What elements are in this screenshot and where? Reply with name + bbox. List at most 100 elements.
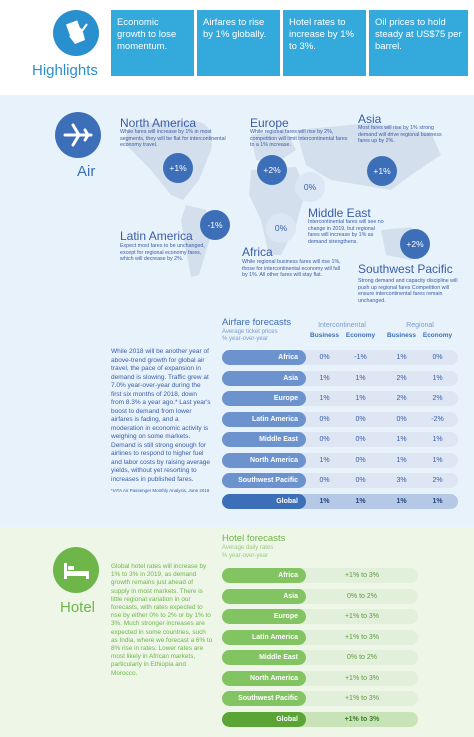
airfare-table-row: Latin America 0% 0% 0% -2%	[222, 411, 458, 427]
airfare-row-values-bg	[300, 452, 458, 468]
region-africa-bubble: 0%	[266, 213, 296, 243]
bed-icon	[64, 563, 89, 579]
airfare-table-row: Global 1% 1% 1% 1%	[222, 493, 458, 509]
hotel-table-row: Southwest Pacific +1% to 3%	[222, 691, 418, 706]
airfare-cell-rb: 1%	[396, 436, 407, 443]
airfare-cell-rb: 2%	[396, 374, 407, 382]
hotel-row-region: Asia	[222, 588, 306, 604]
air-section: Air North America While fares will incre…	[0, 95, 474, 527]
airfare-row-values-bg	[300, 493, 458, 509]
hotel-table-row: Latin America +1% to 3%	[222, 629, 418, 645]
highlight-box-oil: Oil prices to hold steady at US$75 per b…	[369, 10, 468, 76]
airfare-row-region: Latin America	[222, 411, 306, 427]
region-middle-east-bubble: 0%	[295, 172, 325, 202]
airfare-cell-re: 2%	[432, 395, 443, 402]
region-southwest-pacific-desc: Strong demand and capacity discipline wi…	[358, 278, 458, 304]
hotel-row-region: Southwest Pacific	[222, 691, 306, 706]
airfare-row-region: Europe	[222, 391, 306, 406]
airfare-group-regional: Regional	[406, 322, 434, 329]
hotel-row-region: Africa	[222, 568, 306, 583]
airfare-cell-rb: 1%	[396, 354, 407, 361]
airfare-row-values-bg	[300, 391, 458, 406]
airfare-cell-ib: 1%	[319, 456, 330, 464]
region-europe-desc: While regional fares will rise by 2%, co…	[250, 129, 348, 149]
airfare-table-row: North America 1% 0% 1% 1%	[222, 452, 458, 468]
region-africa-name: Africa	[242, 245, 273, 259]
hotel-body-text: Global hotel rates will increase by 1% t…	[111, 563, 213, 677]
region-asia-name: Asia	[358, 112, 382, 126]
airfare-cell-ib: 0%	[319, 436, 330, 443]
airfare-row-region: Southwest Pacific	[222, 473, 306, 488]
region-north-america-desc: While fares will increase by 1% in most …	[120, 129, 226, 149]
hotel-table-row: Global +1% to 3%	[222, 711, 418, 727]
highlight-box-hotel: Hotel rates to increase by 1% to 3%.	[283, 10, 366, 76]
hotel-cell-value: +1% to 3%	[344, 613, 380, 620]
airfare-row-values-bg	[300, 473, 458, 488]
region-latin-america-bubble: -1%	[200, 210, 230, 240]
hotel-row-region: Europe	[222, 609, 306, 624]
hotel-row-value-bg	[300, 588, 418, 604]
air-title: Air	[77, 163, 96, 180]
highlight-box-airfares: Airfares to rise by 1% globally.	[197, 10, 280, 76]
hotel-table-row: Middle East 0% to 2%	[222, 650, 418, 665]
airfare-col-ie: Economy	[345, 332, 376, 339]
region-asia-desc: Most fares will rise by 1% strong demand…	[358, 125, 442, 145]
airfare-cell-ie: 0%	[355, 436, 366, 443]
airfare-cell-ib: 1%	[319, 374, 330, 382]
hotel-row-region: North America	[222, 670, 306, 686]
hotel-row-region: Latin America	[222, 629, 306, 645]
airfare-table-row: Africa 0% -1% 1% 0%	[222, 350, 458, 365]
airfare-table-subtitle-1: Average ticket prices	[222, 329, 278, 335]
hotel-row-value-bg	[300, 629, 418, 645]
hotel-row-value-bg	[300, 691, 418, 706]
region-latin-america-desc: Expect most fares to be unchanged, excep…	[120, 243, 205, 263]
region-middle-east-name: Middle East	[308, 206, 371, 220]
airfare-cell-ie: -1%	[354, 354, 367, 361]
airfare-cell-re: 1%	[432, 374, 443, 382]
airfare-cell-re: 0%	[432, 354, 443, 361]
highlights-icon-circle	[53, 10, 99, 56]
airfare-cell-ib: 1%	[319, 395, 330, 402]
hotel-cell-value: +1% to 3%	[344, 572, 380, 579]
airfare-row-values-bg	[300, 370, 458, 386]
airfare-cell-ie: 1%	[355, 374, 366, 382]
region-europe-name: Europe	[250, 116, 289, 130]
airfare-row-region: North America	[222, 452, 306, 468]
airfare-row-values-bg	[300, 411, 458, 427]
region-southwest-pacific-bubble: +2%	[400, 229, 430, 259]
hotel-table-subtitle-2: % year-over-year	[222, 553, 269, 559]
region-asia-bubble: +1%	[367, 156, 397, 186]
airfare-cell-ie: 0%	[355, 477, 366, 484]
airfare-col-re: Economy	[422, 332, 453, 339]
airfare-cell-re: 1%	[432, 497, 443, 505]
airfare-cell-ib: 1%	[319, 497, 330, 505]
airfare-cell-rb: 1%	[396, 497, 407, 505]
hotel-row-value-bg	[300, 711, 418, 727]
airfare-cell-ie: 0%	[355, 456, 366, 464]
airfare-cell-re: 2%	[432, 477, 443, 484]
highlight-box-economy: Economic growth to lose momentum.	[111, 10, 194, 76]
air-body-text: While 2018 will be another year of above…	[111, 348, 211, 483]
hotel-cell-value: +1% to 3%	[344, 633, 380, 641]
airfare-cell-ie: 1%	[355, 497, 366, 505]
hotel-row-region: Middle East	[222, 650, 306, 665]
region-middle-east-desc: Intercontinental fares will see no chang…	[308, 219, 384, 245]
hotel-row-region: Global	[222, 711, 306, 727]
airfare-row-values-bg	[300, 350, 458, 365]
hotel-table-row: Asia 0% to 2%	[222, 588, 418, 604]
air-footnote: *IATA Air Passenger Monthly Analysis, Ju…	[111, 488, 210, 493]
region-north-america-name: North America	[120, 116, 197, 130]
highlights-section: Highlights Economic growth to lose momen…	[0, 0, 474, 88]
hotel-table-title: Hotel forecasts	[222, 533, 286, 544]
hotel-table-subtitle-1: Average daily rates	[222, 545, 274, 551]
hotel-icon-circle	[53, 547, 99, 593]
hotel-cell-value: +1% to 3%	[344, 715, 380, 723]
airfare-row-region: Middle East	[222, 432, 306, 447]
region-north-america-bubble: +1%	[163, 153, 193, 183]
airfare-cell-rb: 3%	[396, 477, 407, 484]
region-africa-desc: While regional business fares will rise …	[242, 259, 341, 279]
airfare-cell-re: -2%	[431, 415, 444, 423]
hotel-title: Hotel	[60, 599, 96, 616]
airfare-row-region: Africa	[222, 350, 306, 365]
hotel-row-value-bg	[300, 670, 418, 686]
